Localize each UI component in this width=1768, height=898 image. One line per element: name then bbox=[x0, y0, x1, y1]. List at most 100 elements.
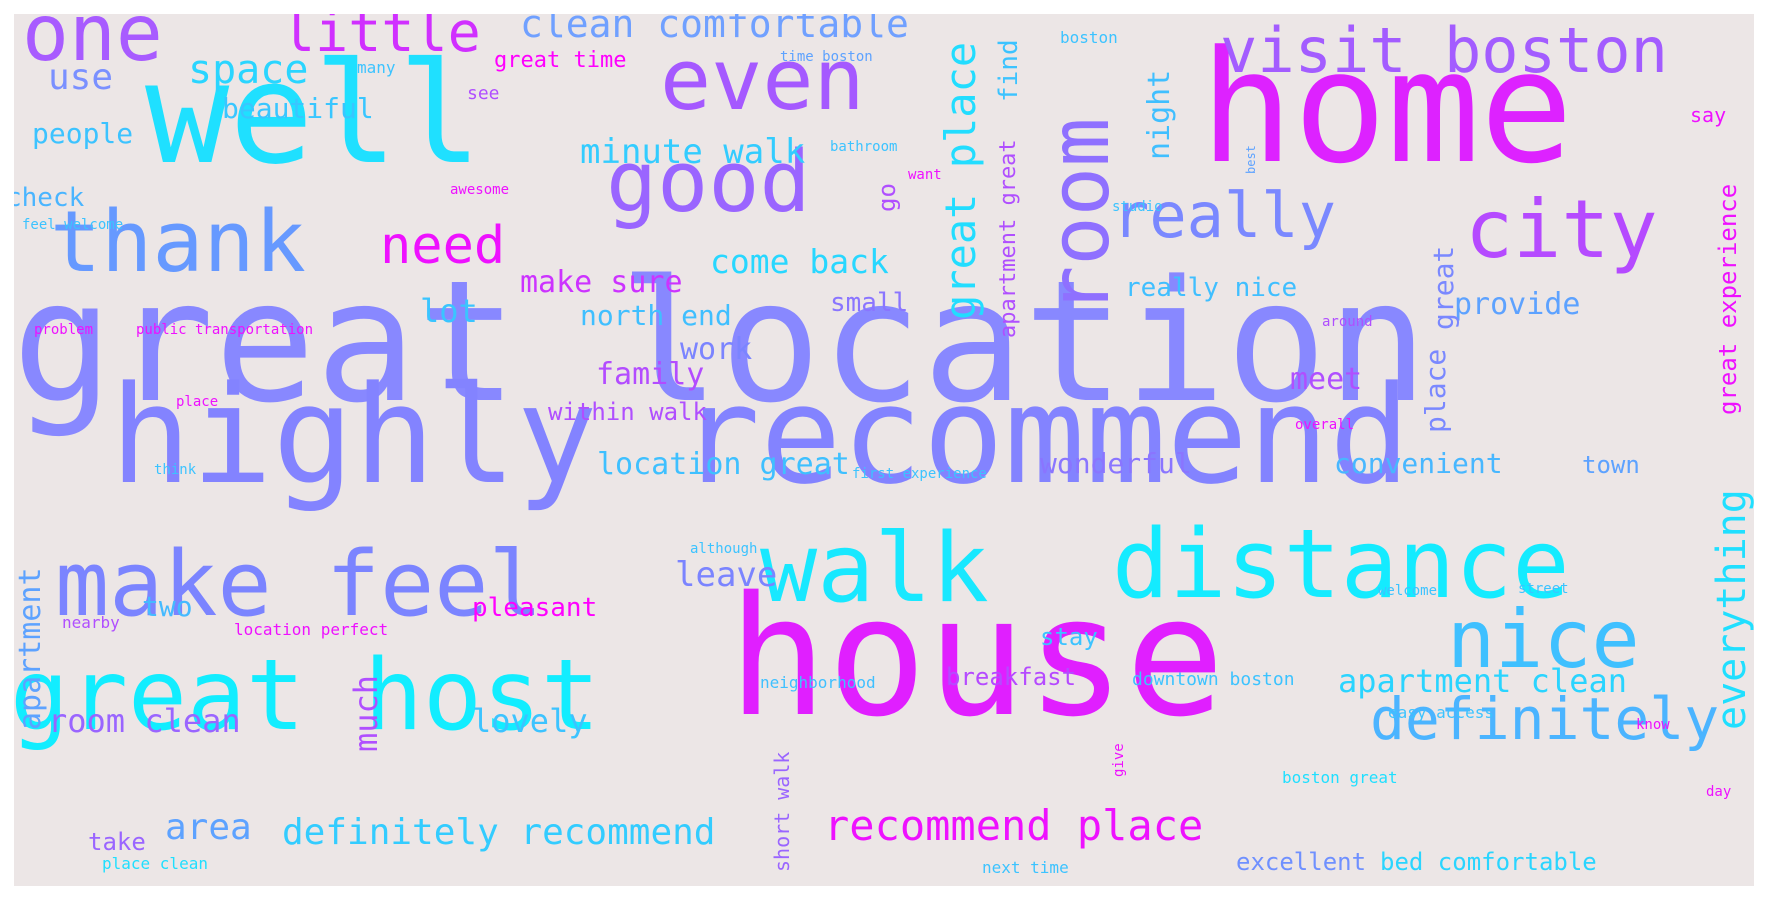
cloud-word: welcome bbox=[1378, 583, 1438, 599]
cloud-word: great bbox=[1427, 245, 1460, 330]
cloud-word: great location bbox=[14, 244, 1429, 440]
cloud-word: wonderful bbox=[1040, 447, 1192, 480]
cloud-word: bathroom bbox=[830, 139, 898, 155]
cloud-word: check bbox=[14, 183, 85, 213]
cloud-word: feel welcome bbox=[22, 217, 124, 233]
cloud-word: pleasant bbox=[472, 593, 598, 623]
cloud-word: beautiful bbox=[222, 92, 374, 125]
cloud-word: studio bbox=[1112, 199, 1163, 215]
cloud-word: within walk bbox=[548, 398, 707, 426]
cloud-word: best bbox=[1244, 145, 1258, 174]
cloud-word: give bbox=[1111, 743, 1127, 777]
cloud-word: apartment clean bbox=[1338, 662, 1627, 700]
cloud-word: first experience bbox=[852, 466, 987, 482]
cloud-word: apartment bbox=[14, 567, 48, 730]
cloud-word: minute walk bbox=[580, 132, 806, 172]
cloud-word: breakfast bbox=[946, 663, 1077, 691]
cloud-word: great host bbox=[14, 639, 601, 753]
cloud-word: lot bbox=[420, 292, 478, 330]
cloud-word: good bbox=[606, 133, 811, 232]
cloud-word: many bbox=[357, 58, 396, 77]
cloud-word: convenient bbox=[1334, 447, 1503, 480]
cloud-word: town bbox=[1582, 451, 1640, 479]
cloud-word: use bbox=[48, 57, 114, 98]
cloud-word: want bbox=[908, 167, 942, 183]
cloud-word: need bbox=[380, 216, 506, 276]
cloud-word: thank bbox=[50, 193, 306, 292]
cloud-word: much bbox=[347, 674, 385, 752]
cloud-word: day bbox=[1706, 784, 1732, 800]
cloud-word: awesome bbox=[450, 182, 510, 198]
cloud-word: definitely bbox=[1370, 685, 1720, 753]
cloud-word: night bbox=[1142, 69, 1177, 160]
cloud-word: think bbox=[154, 462, 197, 478]
cloud-word: family bbox=[596, 357, 705, 392]
cloud-word: work bbox=[680, 332, 753, 367]
cloud-word: problem bbox=[34, 322, 94, 338]
cloud-word: space bbox=[188, 47, 309, 93]
cloud-word: boston great bbox=[1282, 768, 1398, 787]
cloud-word: really bbox=[1112, 179, 1336, 252]
cloud-word: nice bbox=[1447, 593, 1640, 686]
cloud-word: house bbox=[728, 561, 1225, 753]
cloud-word: street bbox=[1518, 581, 1569, 597]
cloud-word: everything bbox=[1709, 489, 1754, 730]
cloud-word: recommend place bbox=[824, 801, 1204, 850]
cloud-word: public transportation bbox=[136, 322, 314, 338]
cloud-word: definitely recommend bbox=[282, 812, 716, 853]
cloud-word: great time bbox=[494, 48, 627, 73]
cloud-word: walk bbox=[760, 514, 989, 624]
cloud-word: although bbox=[690, 541, 758, 557]
cloud-word: little bbox=[282, 14, 481, 64]
cloud-word: go bbox=[873, 183, 901, 212]
cloud-word: excellent bbox=[1236, 848, 1367, 876]
cloud-word: next time bbox=[982, 858, 1069, 877]
cloud-word: great place bbox=[936, 41, 985, 320]
cloud-word: meet bbox=[1290, 362, 1363, 397]
cloud-word: provide bbox=[1454, 287, 1581, 322]
cloud-word: north end bbox=[580, 299, 732, 332]
cloud-word: small bbox=[830, 288, 909, 318]
cloud-word: well bbox=[145, 33, 483, 196]
cloud-word: apartment great bbox=[996, 139, 1021, 338]
cloud-word: overall bbox=[1295, 417, 1355, 433]
cloud-word: distance bbox=[1112, 510, 1570, 620]
cloud-word: place clean bbox=[102, 854, 208, 873]
word-cloud: great location highly recommend home house w… bbox=[14, 14, 1754, 886]
cloud-word: know bbox=[1636, 717, 1670, 733]
cloud-word: highly recommend bbox=[110, 357, 1411, 514]
cloud-word: around bbox=[1322, 314, 1373, 330]
cloud-word: one bbox=[22, 14, 163, 79]
cloud-word: neighborhood bbox=[760, 673, 876, 692]
cloud-word: even bbox=[660, 31, 865, 130]
cloud-word: boston bbox=[1060, 28, 1118, 47]
cloud-word: short walk bbox=[770, 751, 794, 872]
cloud-word: room bbox=[1033, 117, 1128, 315]
cloud-word: time boston bbox=[780, 49, 873, 65]
cloud-word: location great bbox=[597, 447, 850, 482]
cloud-word: come back bbox=[710, 242, 889, 281]
cloud-word: two bbox=[142, 590, 193, 623]
cloud-word: stay bbox=[1040, 623, 1098, 651]
cloud-word: great experience bbox=[1714, 183, 1742, 415]
cloud-word: make feel bbox=[55, 532, 543, 637]
cloud-word: people bbox=[32, 117, 134, 150]
cloud-word: find bbox=[994, 39, 1024, 102]
cloud-word: city bbox=[1465, 183, 1658, 276]
cloud-word: nearby bbox=[62, 613, 120, 632]
cloud-word: really nice bbox=[1125, 273, 1298, 303]
cloud-word: area bbox=[165, 807, 252, 848]
cloud-word: see bbox=[467, 83, 500, 104]
cloud-word: say bbox=[1690, 103, 1727, 127]
cloud-word: downtown boston bbox=[1132, 669, 1295, 690]
cloud-word: place bbox=[1419, 348, 1452, 433]
cloud-word: make sure bbox=[520, 265, 683, 300]
cloud-word: visit boston bbox=[1220, 14, 1668, 87]
cloud-word: leave bbox=[675, 555, 778, 595]
cloud-word: room clean bbox=[48, 702, 241, 740]
cloud-word: location perfect bbox=[234, 620, 389, 639]
cloud-word: lovely bbox=[472, 702, 588, 740]
cloud-word: take bbox=[88, 828, 146, 856]
cloud-word: clean comfortable bbox=[520, 14, 909, 46]
cloud-word: bed comfortable bbox=[1380, 848, 1597, 876]
